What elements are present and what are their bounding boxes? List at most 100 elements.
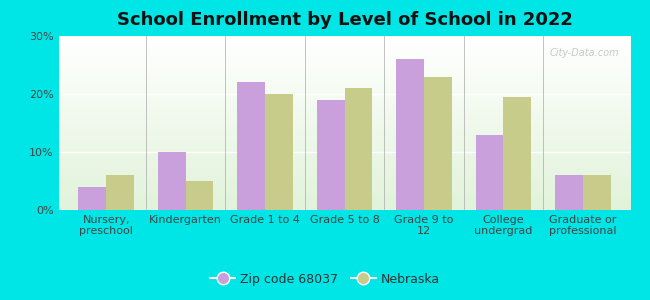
Bar xyxy=(58,58,630,60)
Bar xyxy=(58,80,630,81)
Bar xyxy=(58,71,630,73)
Bar xyxy=(58,45,630,46)
Bar xyxy=(58,200,630,201)
Bar xyxy=(58,93,630,95)
Bar xyxy=(58,78,630,80)
Bar xyxy=(58,74,630,76)
Bar xyxy=(58,81,630,83)
Bar xyxy=(58,83,630,85)
Bar xyxy=(58,142,630,144)
Bar xyxy=(237,82,265,210)
Bar xyxy=(58,140,630,142)
Bar xyxy=(58,114,630,116)
Bar xyxy=(58,67,630,69)
Bar xyxy=(476,135,503,210)
Bar xyxy=(58,146,630,147)
Bar xyxy=(58,104,630,106)
Bar xyxy=(186,181,213,210)
Bar xyxy=(58,40,630,41)
Bar xyxy=(58,48,630,50)
Bar xyxy=(58,50,630,52)
Bar xyxy=(58,191,630,193)
Bar xyxy=(58,97,630,99)
Bar xyxy=(58,90,630,92)
Bar xyxy=(58,156,630,158)
Bar xyxy=(58,111,630,112)
Bar xyxy=(58,205,630,206)
Bar xyxy=(58,194,630,196)
Bar xyxy=(58,149,630,151)
Bar xyxy=(583,175,610,210)
Bar xyxy=(58,165,630,167)
Bar xyxy=(58,36,630,38)
Bar xyxy=(58,57,630,58)
Bar xyxy=(58,88,630,90)
Bar xyxy=(58,38,630,40)
Bar xyxy=(58,184,630,186)
Bar xyxy=(58,43,630,45)
Bar xyxy=(58,92,630,93)
Bar xyxy=(58,125,630,127)
Bar xyxy=(58,100,630,102)
Bar xyxy=(424,76,452,210)
Bar xyxy=(58,112,630,114)
Bar xyxy=(58,189,630,191)
Bar xyxy=(58,66,630,67)
Bar xyxy=(58,177,630,179)
Bar xyxy=(58,55,630,57)
Title: School Enrollment by Level of School in 2022: School Enrollment by Level of School in … xyxy=(116,11,573,29)
Bar xyxy=(58,41,630,43)
Bar xyxy=(58,130,630,132)
Bar xyxy=(396,59,424,210)
Bar xyxy=(58,196,630,198)
Bar xyxy=(58,52,630,53)
Bar xyxy=(58,168,630,170)
Bar xyxy=(58,182,630,184)
Bar xyxy=(555,175,583,210)
Bar xyxy=(58,107,630,109)
Bar xyxy=(58,179,630,180)
Bar xyxy=(58,127,630,128)
Text: City-Data.com: City-Data.com xyxy=(549,48,619,58)
Bar xyxy=(58,206,630,208)
Bar xyxy=(58,60,630,62)
Bar xyxy=(58,188,630,189)
Bar xyxy=(58,69,630,71)
Bar xyxy=(58,102,630,104)
Bar xyxy=(344,88,372,210)
Bar xyxy=(58,172,630,173)
Bar xyxy=(58,123,630,125)
Bar xyxy=(58,154,630,156)
Bar xyxy=(58,151,630,153)
Bar xyxy=(58,116,630,118)
Bar xyxy=(58,163,630,165)
Bar xyxy=(58,167,630,168)
Bar xyxy=(58,160,630,161)
Bar xyxy=(58,201,630,203)
Bar xyxy=(58,144,630,146)
Bar xyxy=(58,193,630,194)
Bar xyxy=(58,85,630,86)
Bar xyxy=(265,94,293,210)
Bar xyxy=(58,53,630,55)
Bar xyxy=(58,161,630,163)
Bar xyxy=(58,99,630,100)
Bar xyxy=(58,203,630,205)
Bar xyxy=(58,186,630,188)
Bar xyxy=(58,121,630,123)
Bar xyxy=(79,187,106,210)
Bar xyxy=(58,134,630,135)
Bar xyxy=(58,208,630,210)
Bar xyxy=(58,109,630,111)
Bar xyxy=(58,46,630,48)
Bar xyxy=(58,198,630,200)
Bar xyxy=(58,153,630,154)
Bar xyxy=(58,173,630,175)
Bar xyxy=(58,64,630,66)
Legend: Zip code 68037, Nebraska: Zip code 68037, Nebraska xyxy=(205,268,445,291)
Bar xyxy=(58,95,630,97)
Bar xyxy=(503,97,531,210)
Bar xyxy=(58,86,630,88)
Bar xyxy=(58,128,630,130)
Bar xyxy=(58,147,630,149)
